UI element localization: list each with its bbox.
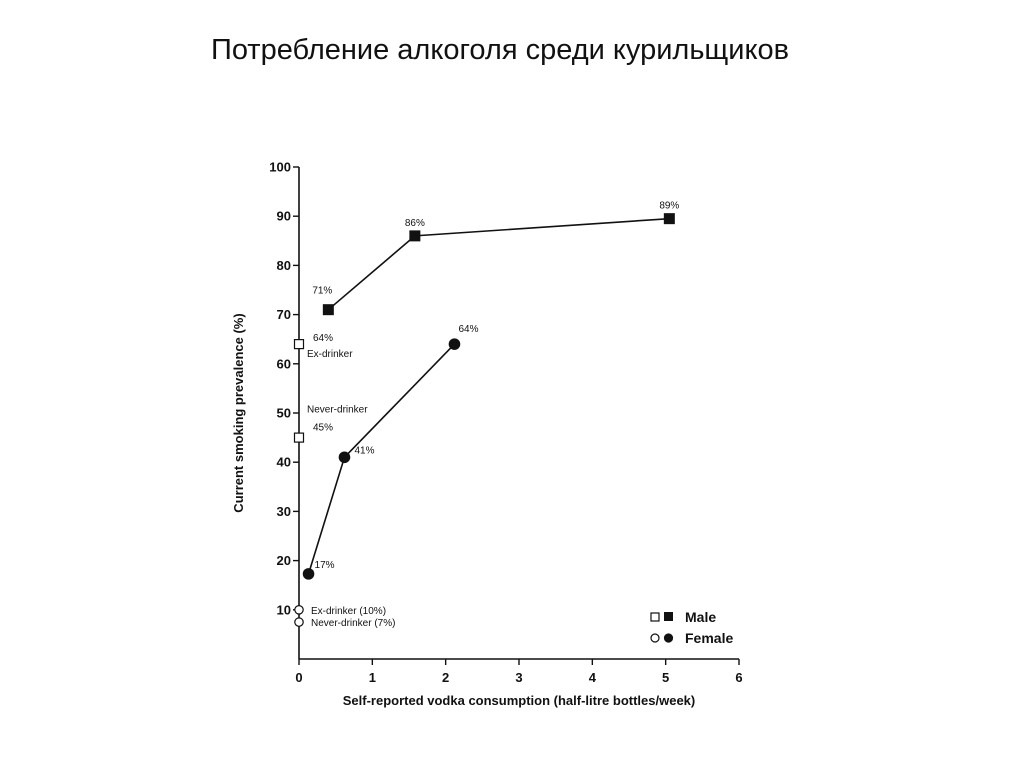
reference-label: Ex-drinker (10%) xyxy=(311,606,386,617)
legend-label-male: Male xyxy=(685,609,716,625)
reference-point-male xyxy=(293,432,305,443)
x-axis-title: Self-reported vodka consumption (half-li… xyxy=(343,693,696,708)
y-tick-label: 60 xyxy=(277,356,291,371)
y-tick-label: 100 xyxy=(269,160,291,175)
chart-axes: 10 20 30 40 50 60 70 80 90 100 0 1 2 3 4 5 6 Self-reporte… xyxy=(231,160,743,709)
chart-labels: 71% 86% 89% 17% 41% 64% 64% Ex-drinker Never-dri… xyxy=(307,201,679,629)
data-label-male: 71% xyxy=(312,286,332,297)
reference-point-female xyxy=(294,617,304,627)
data-label-female: 41% xyxy=(354,445,374,456)
data-label-male: 86% xyxy=(405,218,425,229)
reference-label: Ex-drinker xyxy=(307,349,353,360)
data-point-male xyxy=(322,304,334,316)
x-tick-label: 3 xyxy=(515,670,522,685)
x-tick-label: 1 xyxy=(369,670,376,685)
y-tick-label: 30 xyxy=(277,504,291,519)
slide-title: Потребление алкоголя среди курильщиков xyxy=(210,34,790,66)
data-point-male xyxy=(663,213,675,225)
chart-marks xyxy=(293,213,675,627)
series-line-male xyxy=(327,217,670,311)
data-point-female xyxy=(302,568,315,580)
legend-filled-square-icon xyxy=(664,612,673,621)
y-tick-label: 80 xyxy=(277,258,291,273)
data-point-female xyxy=(338,451,351,464)
y-tick-label: 20 xyxy=(277,553,291,568)
y-tick-label: 50 xyxy=(277,406,291,421)
legend-label-female: Female xyxy=(685,630,733,646)
data-point-female xyxy=(448,338,461,350)
data-point-male xyxy=(409,230,421,242)
data-label-female: 64% xyxy=(458,324,478,335)
reference-label: Never-drinker (7%) xyxy=(311,618,395,629)
x-tick-label: 2 xyxy=(442,670,449,685)
y-tick-label: 70 xyxy=(277,307,291,322)
x-tick-label: 0 xyxy=(295,670,302,685)
series-line-female xyxy=(307,343,456,575)
reference-point-male xyxy=(293,339,305,350)
reference-label: 45% xyxy=(313,423,333,434)
data-label-female: 17% xyxy=(315,560,335,571)
y-tick-label: 90 xyxy=(277,209,291,224)
x-tick-label: 6 xyxy=(735,670,742,685)
x-tick-label: 4 xyxy=(589,670,597,685)
y-tick-label: 10 xyxy=(277,602,291,617)
reference-point-female xyxy=(294,604,304,615)
x-tick-label: 5 xyxy=(662,670,669,685)
y-tick-label: 40 xyxy=(277,455,291,470)
reference-label: 64% xyxy=(313,333,333,344)
data-label-male: 89% xyxy=(659,201,679,212)
legend-open-circle-icon xyxy=(650,633,660,643)
y-axis-title: Current smoking prevalence (%) xyxy=(231,313,246,512)
legend-filled-circle-icon xyxy=(663,633,674,643)
chart-series-lines xyxy=(307,217,670,575)
chart-legend: Male Female xyxy=(650,609,733,646)
reference-label: Never-drinker xyxy=(307,405,368,416)
legend-open-square-icon xyxy=(650,612,660,622)
